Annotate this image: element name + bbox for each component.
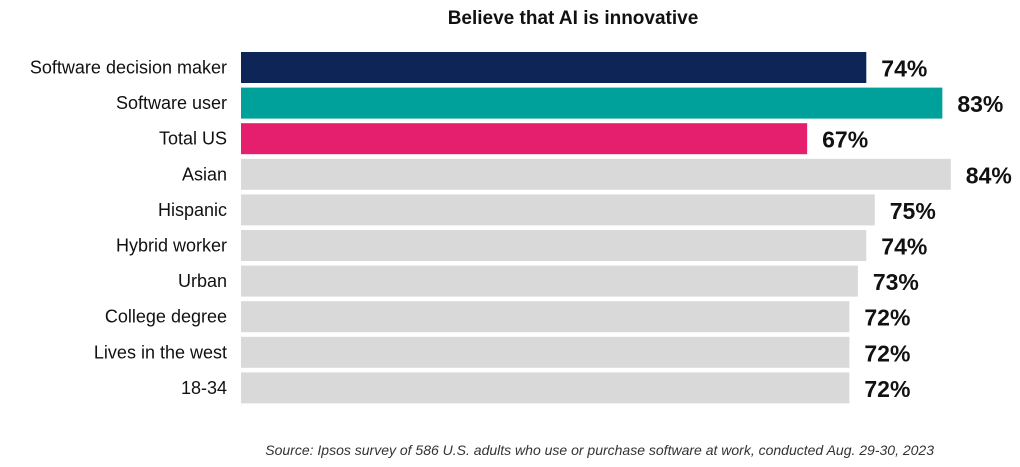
value-label-college-degree: 72% (864, 305, 910, 331)
category-label-asian: Asian (182, 164, 227, 184)
category-label-college-degree: College degree (105, 307, 227, 327)
category-label-software-user: Software user (116, 93, 227, 113)
chart-source-note: Source: Ipsos survey of 586 U.S. adults … (265, 442, 934, 458)
category-label-urban: Urban (178, 271, 227, 291)
chart-title: Believe that AI is innovative (447, 8, 699, 29)
value-label-urban: 73% (873, 269, 919, 295)
category-label-18-34: 18-34 (181, 378, 227, 398)
value-label-hispanic: 75% (890, 198, 936, 224)
value-label-total-us: 67% (822, 127, 868, 153)
bars-group: Software decision maker 74% Software user 8… (30, 52, 1012, 404)
bar-total-us (241, 123, 808, 155)
category-label-software-decision-maker: Software decision maker (30, 58, 227, 78)
value-label-asian: 84% (966, 162, 1012, 188)
category-label-hybrid-worker: Hybrid worker (116, 236, 227, 256)
value-label-software-user: 83% (957, 91, 1003, 117)
bar-18-34 (241, 372, 850, 404)
category-label-total-us: Total US (159, 129, 227, 149)
bar-lives-in-the-west (241, 336, 850, 368)
bar-hybrid-worker (241, 230, 867, 261)
value-label-lives-in-the-west: 72% (864, 340, 910, 366)
bar-software-user (241, 87, 943, 119)
bar-asian (241, 158, 951, 190)
category-label-hispanic: Hispanic (158, 200, 227, 220)
value-label-18-34: 72% (864, 376, 910, 402)
bar-college-degree (241, 301, 850, 333)
value-label-software-decision-maker: 74% (881, 56, 927, 82)
category-label-lives-in-the-west: Lives in the west (94, 342, 227, 362)
bar-urban (241, 265, 858, 297)
value-label-hybrid-worker: 74% (881, 234, 927, 260)
bar-hispanic (241, 194, 875, 226)
bar-software-decision-maker (241, 52, 867, 83)
